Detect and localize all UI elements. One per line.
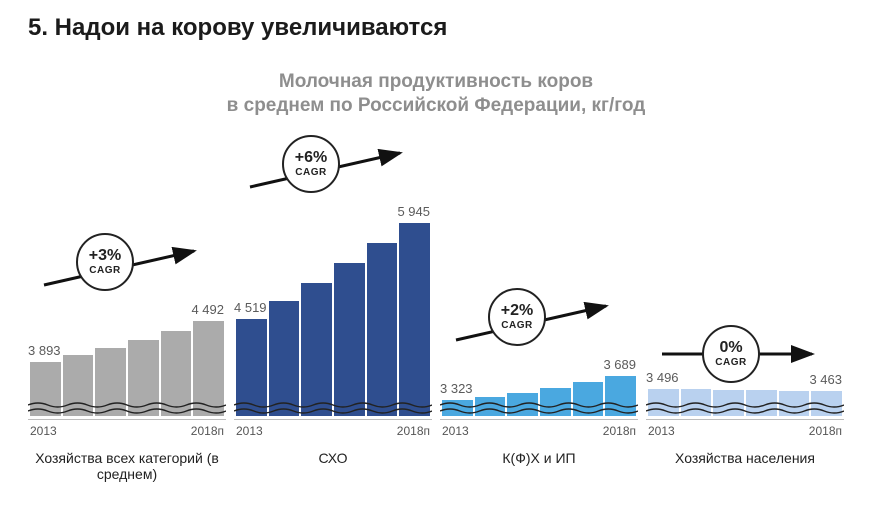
bar bbox=[681, 389, 712, 415]
chart-group-sho: 4 519 5 945 2013 2018п СХО +6% CAGR bbox=[234, 130, 440, 500]
bar bbox=[128, 340, 159, 416]
bar bbox=[269, 301, 300, 415]
cagr-sub: CAGR bbox=[295, 168, 326, 178]
bar bbox=[648, 389, 679, 416]
chart-area: 3 893 4 492 2013 2018п Хозяйства всех катег… bbox=[28, 130, 852, 500]
bar bbox=[573, 382, 604, 415]
bar bbox=[746, 390, 777, 415]
last-value-label: 4 492 bbox=[191, 302, 224, 317]
x-end-label: 2018п bbox=[603, 424, 636, 438]
x-labels: 2013 2018п bbox=[28, 424, 226, 438]
first-value-label: 3 496 bbox=[646, 370, 679, 385]
x-start-label: 2013 bbox=[648, 424, 675, 438]
x-labels: 2013 2018п bbox=[646, 424, 844, 438]
x-start-label: 2013 bbox=[236, 424, 263, 438]
bar bbox=[161, 331, 192, 416]
cagr-badge: +6% CAGR bbox=[282, 135, 340, 193]
bar bbox=[779, 391, 810, 416]
group-name: Хозяйства населения bbox=[646, 450, 844, 494]
x-end-label: 2018п bbox=[809, 424, 842, 438]
bar bbox=[301, 283, 332, 416]
chart-group-all: 3 893 4 492 2013 2018п Хозяйства всех катег… bbox=[28, 130, 234, 500]
bar bbox=[475, 397, 506, 416]
baseline bbox=[646, 419, 844, 420]
x-labels: 2013 2018п bbox=[440, 424, 638, 438]
chart-group-kfh: 3 3233 689 20132018пК(Ф)Х и ИП +2%CAGR bbox=[440, 130, 646, 500]
group-name: Хозяйства всех категорий (в среднем) bbox=[28, 450, 226, 494]
bar bbox=[507, 393, 538, 415]
x-start-label: 2013 bbox=[30, 424, 57, 438]
bar bbox=[442, 400, 473, 415]
bar bbox=[30, 362, 61, 416]
last-value-label: 3 463 bbox=[809, 372, 842, 387]
first-value-label: 3 323 bbox=[440, 381, 473, 396]
bar bbox=[713, 390, 744, 415]
bar bbox=[605, 376, 636, 416]
x-labels: 2013 2018п bbox=[234, 424, 432, 438]
group-name: К(Ф)Х и ИП bbox=[440, 450, 638, 494]
x-start-label: 2013 bbox=[442, 424, 469, 438]
chart-title-line1: Молочная продуктивность коров bbox=[0, 70, 872, 94]
first-value-label: 3 893 bbox=[28, 343, 61, 358]
page-title: 5. Надои на корову увеличиваются bbox=[0, 0, 872, 42]
cagr-pct: +6% bbox=[295, 150, 327, 166]
last-value-label: 3 689 bbox=[603, 357, 636, 372]
baseline bbox=[28, 419, 226, 420]
bar bbox=[63, 355, 94, 416]
x-end-label: 2018п bbox=[191, 424, 224, 438]
chart-group-hh: 3 4963 463 20132018пХозяйства населения … bbox=[646, 130, 852, 500]
bar bbox=[811, 391, 842, 416]
first-value-label: 4 519 bbox=[234, 300, 267, 315]
chart-groups: 3 893 4 492 2013 2018п Хозяйства всех катег… bbox=[28, 130, 852, 500]
last-value-label: 5 945 bbox=[397, 204, 430, 219]
bar bbox=[367, 243, 398, 415]
baseline bbox=[234, 419, 432, 420]
bar bbox=[540, 388, 571, 415]
baseline bbox=[440, 419, 638, 420]
bar bbox=[193, 321, 224, 415]
trend: +6% CAGR bbox=[242, 147, 412, 207]
bar bbox=[95, 348, 126, 416]
chart-title: Молочная продуктивность коров в среднем … bbox=[0, 70, 872, 118]
bar bbox=[399, 223, 430, 416]
bar bbox=[334, 263, 365, 415]
x-end-label: 2018п bbox=[397, 424, 430, 438]
chart-title-line2: в среднем по Российской Федерации, кг/го… bbox=[0, 94, 872, 118]
bar bbox=[236, 319, 267, 415]
group-name: СХО bbox=[234, 450, 432, 494]
